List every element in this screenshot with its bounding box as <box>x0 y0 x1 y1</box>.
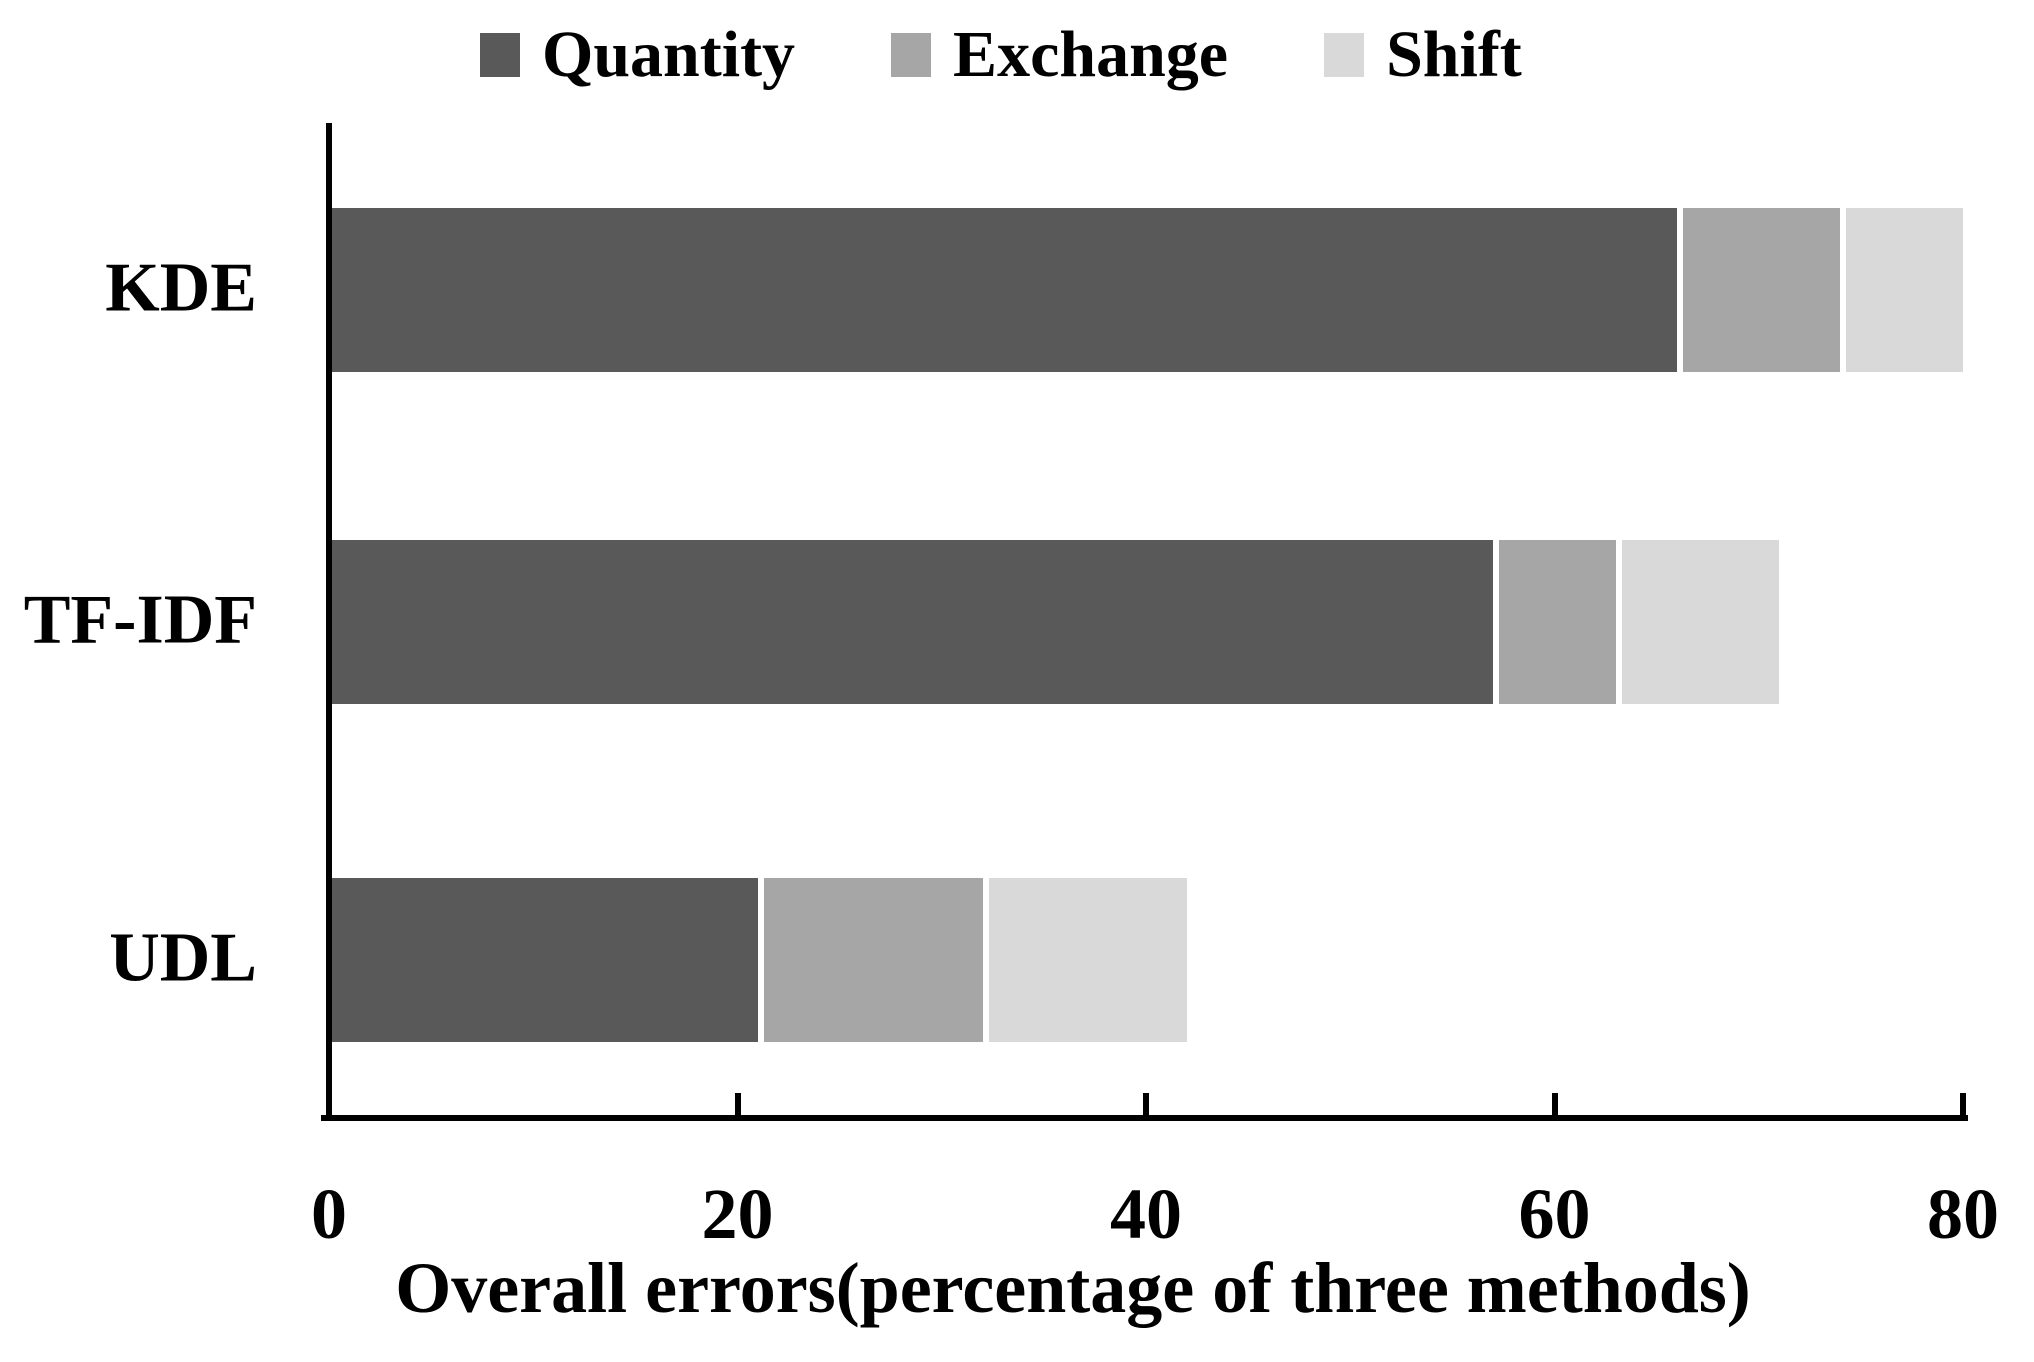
x-axis-tick-label-40: 40 <box>1110 1174 1182 1254</box>
x-axis-tick-60 <box>1551 1093 1558 1115</box>
bar-kde-exchange-segment <box>1677 208 1841 372</box>
legend: Quantity Exchange Shift <box>480 22 1522 88</box>
x-axis-tick-label-20: 20 <box>701 1174 774 1254</box>
bar-tf-idf-quantity-segment <box>332 540 1494 704</box>
legend-label-shift: Shift <box>1386 18 1522 91</box>
category-label-udl: UDL <box>109 919 257 997</box>
legend-label-quantity: Quantity <box>542 18 796 91</box>
bar-udl-shift-segment <box>982 878 1187 1042</box>
bar-tf-idf-exchange-segment <box>1493 540 1616 704</box>
x-axis-tick-label-0: 0 <box>311 1174 347 1254</box>
x-axis-line <box>321 1115 1968 1121</box>
legend-item-exchange: Exchange <box>891 22 1228 88</box>
legend-item-shift: Shift <box>1324 22 1522 88</box>
bar-kde-shift-segment <box>1840 208 1963 372</box>
x-axis-title: Overall errors(percentage of three metho… <box>395 1248 1751 1328</box>
category-label-tf-idf: TF-IDF <box>23 581 257 659</box>
quantity-swatch-icon <box>480 33 520 77</box>
legend-label-exchange: Exchange <box>953 18 1229 91</box>
x-axis-tick-label-80: 80 <box>1927 1174 1999 1254</box>
x-axis-tick-label-60: 60 <box>1518 1174 1591 1254</box>
bar-udl-quantity-segment <box>332 878 758 1042</box>
bar-udl-exchange-segment <box>757 878 983 1042</box>
category-label-kde: KDE <box>105 249 257 327</box>
legend-item-quantity: Quantity <box>480 22 795 88</box>
x-axis-tick-80 <box>1960 1093 1966 1115</box>
x-axis-tick-20 <box>734 1093 741 1115</box>
bar-kde-quantity-segment <box>332 208 1678 372</box>
bar-tf-idf-shift-segment <box>1615 540 1780 704</box>
exchange-swatch-icon <box>891 33 932 77</box>
shift-swatch-icon <box>1324 33 1365 77</box>
x-axis-tick-40 <box>1143 1093 1149 1115</box>
y-axis-line <box>326 123 332 1121</box>
